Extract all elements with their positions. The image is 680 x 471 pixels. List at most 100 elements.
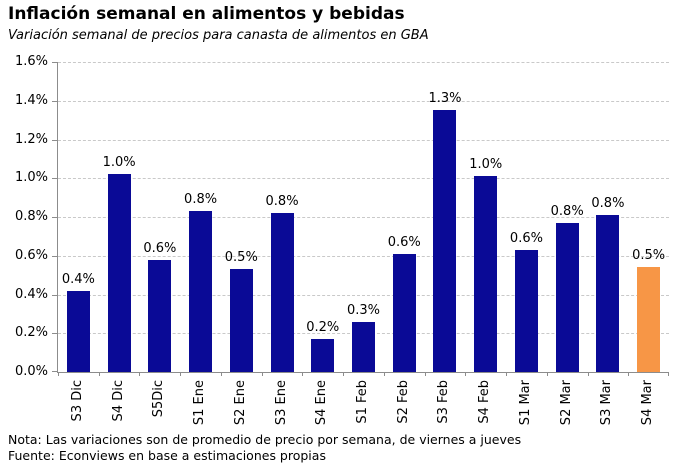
gridline <box>58 178 669 180</box>
bar-value-label: 0.6% <box>509 230 543 246</box>
bar-value-label: 0.3% <box>346 302 381 318</box>
bar <box>555 222 579 372</box>
x-tick-mark <box>139 372 141 376</box>
x-tick-mark <box>668 372 669 376</box>
bar-value-label: 1.3% <box>428 91 462 107</box>
bar <box>474 176 498 372</box>
x-tick-label: S4 Feb <box>477 380 493 424</box>
bar-value-label: 0.8% <box>591 196 625 212</box>
x-tick-label: S3 Ene <box>273 380 289 426</box>
x-tick-mark <box>220 372 222 376</box>
x-tick-cell: S2 Feb <box>383 377 424 437</box>
x-tick-cell: S4 Feb <box>464 377 505 437</box>
x-tick-label: S1 Ene <box>192 380 208 426</box>
x-tick-mark <box>343 372 345 376</box>
y-tick-label: 0.2% <box>14 325 48 341</box>
gridline <box>58 62 669 63</box>
x-tick-cell: S4 Ene <box>301 377 342 437</box>
x-axis-labels: S3 Dic S4 Dic S5Dic S1 Ene S2 Ene S3 Ene S4 En… <box>57 377 668 437</box>
bar-value-label: 0.8% <box>550 203 584 219</box>
bar <box>596 215 620 372</box>
bar-value-label: 0.4% <box>61 271 95 287</box>
y-tick-mark <box>52 62 57 63</box>
x-tick-mark <box>383 372 385 376</box>
bar <box>270 213 294 372</box>
bar-value-label: 0.6% <box>143 240 177 256</box>
x-tick-label: S4 Dic <box>110 380 126 422</box>
bar-value-label: 0.2% <box>306 320 340 336</box>
y-tick-label: 1.6% <box>14 54 48 69</box>
x-tick-label: S2 Ene <box>232 380 248 426</box>
bar <box>514 249 538 372</box>
y-tick-mark <box>52 294 57 296</box>
x-tick-cell: S1 Mar <box>505 377 546 437</box>
y-tick-label: 0.4% <box>14 286 48 302</box>
bar <box>229 269 253 372</box>
bar <box>433 110 457 372</box>
gridline <box>58 100 669 102</box>
bar-column: 0.6% <box>384 62 425 372</box>
bars-container: 0.4% 1.0% 0.6% 0.8% 0.5% 0.8% 0.2% 0.3% 0.6% 1.3%… <box>58 62 669 372</box>
y-tick-label: 0.6% <box>14 247 48 263</box>
x-tick-cell: S4 Dic <box>98 377 139 437</box>
y-tick-mark <box>52 217 57 218</box>
x-tick-label: S4 Ene <box>314 380 330 426</box>
x-tick-cell: S3 Mar <box>587 377 628 437</box>
y-tick-label: 1.4% <box>14 92 48 108</box>
x-tick-cell: S1 Ene <box>179 377 220 437</box>
chart-subtitle: Variación semanal de precios para canast… <box>8 28 429 43</box>
y-tick-mark <box>52 100 57 102</box>
x-tick-label: S1 Feb <box>355 380 370 424</box>
y-tick-mark <box>52 371 57 372</box>
y-tick-mark <box>52 255 57 257</box>
x-tick-mark <box>302 372 304 376</box>
bar-value-label: 0.5% <box>224 250 258 266</box>
y-tick-mark <box>52 139 57 141</box>
bar-column: 0.8% <box>588 62 629 372</box>
x-tick-mark <box>506 372 508 376</box>
x-tick-cell: S2 Mar <box>546 377 587 437</box>
x-tick-mark <box>587 372 589 376</box>
x-tick-cell: S1 Feb <box>342 377 383 437</box>
plot-area: 0.4% 1.0% 0.6% 0.8% 0.5% 0.8% 0.2% 0.3% 0.6% 1.3%… <box>52 62 669 376</box>
x-tick-cell: S5Dic <box>138 377 179 437</box>
bar-column: 0.8% <box>262 62 303 372</box>
x-tick-label: S2 Mar <box>558 380 574 426</box>
x-tick-mark <box>261 372 263 376</box>
bar <box>189 211 213 372</box>
bar-column: 1.3% <box>425 62 466 372</box>
bar <box>352 321 375 372</box>
gridline <box>58 255 669 257</box>
gridline <box>58 217 669 218</box>
bar-value-label: 0.5% <box>632 248 666 264</box>
x-tick-label: S3 Mar <box>599 380 615 426</box>
y-tick-label: 1.2% <box>14 131 48 147</box>
bar-column: 0.5% <box>221 62 262 372</box>
bar <box>311 339 335 372</box>
bar-column: 0.8% <box>547 62 588 372</box>
bar-value-label: 1.0% <box>469 157 503 173</box>
bar-column: 0.4% <box>58 62 99 372</box>
x-tick-mark <box>180 372 182 376</box>
x-tick-label: S3 Dic <box>69 380 85 422</box>
x-tick-label: S2 Feb <box>395 380 411 424</box>
x-tick-label: S3 Feb <box>436 380 452 424</box>
chart-note: Nota: Las variaciones son de promedio de… <box>8 432 522 447</box>
x-tick-cell: S4 Mar <box>627 377 668 437</box>
x-tick-label: S5Dic <box>151 380 167 418</box>
y-tick-label: 0.0% <box>14 364 48 379</box>
x-tick-cell: S3 Ene <box>261 377 302 437</box>
bar-column: 1.0% <box>465 62 506 372</box>
x-tick-cell: S3 Dic <box>57 377 98 437</box>
bar <box>66 290 90 372</box>
bar-column: 0.6% <box>506 62 547 372</box>
x-tick-label: S1 Mar <box>517 380 533 426</box>
bar <box>148 259 172 372</box>
x-tick-cell: S3 Feb <box>424 377 465 437</box>
bar-value-label: 0.8% <box>265 194 299 210</box>
y-tick-label: 1.0% <box>14 170 48 186</box>
bar <box>107 174 131 372</box>
x-tick-mark <box>98 372 100 376</box>
y-tick-mark <box>52 178 57 180</box>
